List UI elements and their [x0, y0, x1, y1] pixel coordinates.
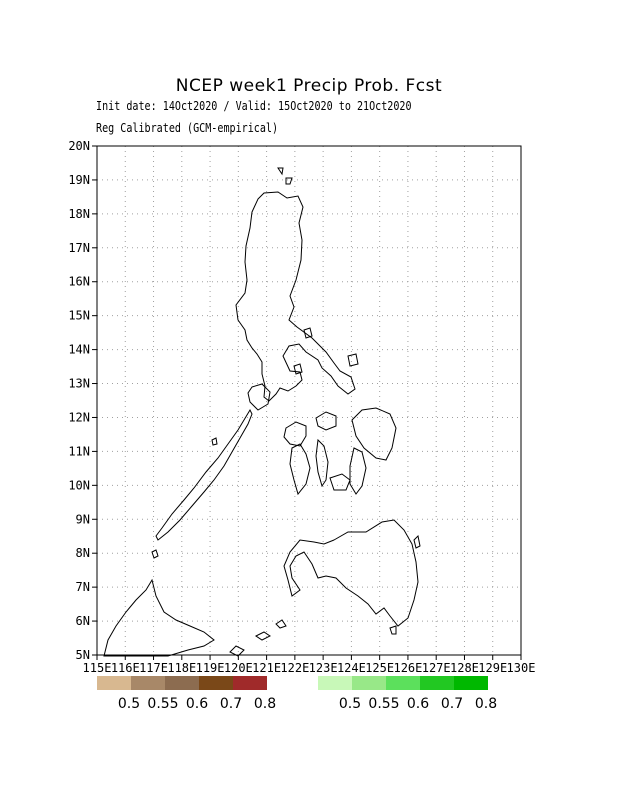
subtitle-method: Reg Calibrated (GCM-empirical): [96, 121, 279, 135]
legend-swatch: [199, 676, 233, 690]
coastline-babuyan: [285, 177, 293, 185]
grid-lines: [97, 146, 521, 655]
lon-label: 115E: [83, 661, 112, 675]
coastline-sulu-3: [275, 619, 287, 629]
lon-label: 125E: [365, 661, 394, 675]
coastline-panay: [283, 421, 307, 447]
lon-label: 126E: [393, 661, 422, 675]
coastline-leyte: [349, 447, 367, 495]
legend-below-normal: 0.5 0.55 0.6 0.7 0.8: [97, 676, 276, 712]
coastline-palawan: [155, 408, 253, 541]
lon-label: 123E: [309, 661, 338, 675]
lat-label: 13N: [68, 377, 90, 391]
coastline-negros: [289, 443, 311, 496]
legend-value: 0.8: [475, 696, 497, 712]
coastlines: [103, 167, 421, 657]
legend-swatch: [386, 676, 420, 690]
legend-swatch: [352, 676, 386, 690]
legend-value: 0.55: [368, 696, 399, 712]
lon-label: 118E: [167, 661, 196, 675]
coastline-cuyo: [211, 437, 218, 446]
legend-swatch: [165, 676, 199, 690]
legend-swatch: [318, 676, 352, 690]
coastline-luzon: [235, 191, 356, 402]
legend-value: 0.5: [118, 696, 140, 712]
lon-label: 129E: [478, 661, 507, 675]
coastline-polillo: [303, 327, 313, 339]
lat-label: 9N: [76, 512, 90, 526]
lon-label: 120E: [224, 661, 253, 675]
lon-label: 116E: [111, 661, 140, 675]
lon-label: 119E: [196, 661, 225, 675]
coastline-mindoro: [247, 383, 271, 411]
lat-label: 10N: [68, 478, 90, 492]
legend-above-normal: 0.5 0.55 0.6 0.7 0.8: [318, 676, 497, 712]
lat-label: 14N: [68, 343, 90, 357]
legend-value: 0.8: [254, 696, 276, 712]
legend-value: 0.6: [407, 696, 429, 712]
lon-label: 117E: [139, 661, 168, 675]
axis-labels: 5N 6N 7N 8N 9N 10N 11N 12N 13N 14N 15N 16N 17N 18N 19N…: [68, 139, 535, 675]
coastline-bohol: [329, 473, 351, 491]
legend-value: 0.7: [441, 696, 463, 712]
lat-label: 19N: [68, 173, 90, 187]
lat-label: 7N: [76, 580, 90, 594]
lon-label: 128E: [450, 661, 479, 675]
lon-label: 127E: [422, 661, 451, 675]
coastline-mindanao: [283, 519, 419, 627]
lat-label: 16N: [68, 275, 90, 289]
legend-value: 0.55: [147, 696, 178, 712]
lon-label: 124E: [337, 661, 366, 675]
lat-label: 15N: [68, 309, 90, 323]
coastline-sulu-2: [255, 631, 271, 641]
lat-label: 5N: [76, 648, 90, 662]
legend-swatch: [97, 676, 131, 690]
legend-value: 0.6: [186, 696, 208, 712]
lat-label: 6N: [76, 614, 90, 628]
legend-swatch: [454, 676, 488, 690]
coastline-tawi: [151, 549, 159, 559]
lat-label: 8N: [76, 546, 90, 560]
legend-value: 0.5: [339, 696, 361, 712]
lon-label: 121E: [252, 661, 281, 675]
lat-label: 11N: [68, 444, 90, 458]
coastline-borneo: [103, 578, 215, 657]
lat-label: 12N: [68, 410, 90, 424]
lat-label: 20N: [68, 139, 90, 153]
map-title: NCEP week1 Precip Prob. Fcst: [175, 76, 443, 96]
coastline-siargao: [413, 534, 421, 549]
subtitle-dates: Init date: 14Oct2020 / Valid: 15Oct2020 …: [96, 99, 412, 113]
lon-label: 122E: [280, 661, 309, 675]
legend-swatch: [420, 676, 454, 690]
lon-label: 130E: [507, 661, 536, 675]
coastline-masbate: [315, 411, 337, 431]
coastline-catanduanes: [347, 353, 359, 367]
map-frame: [96, 145, 522, 656]
legend-value: 0.7: [220, 696, 242, 712]
lat-label: 17N: [68, 241, 90, 255]
coastline-marinduque: [293, 363, 303, 375]
coastline-batanes: [277, 167, 284, 176]
coastline-sarangani: [389, 625, 397, 635]
lat-label: 18N: [68, 207, 90, 221]
legend-swatch: [233, 676, 267, 690]
coastline-samar: [351, 407, 397, 461]
legend-swatch: [131, 676, 165, 690]
coastline-cebu: [315, 438, 329, 488]
